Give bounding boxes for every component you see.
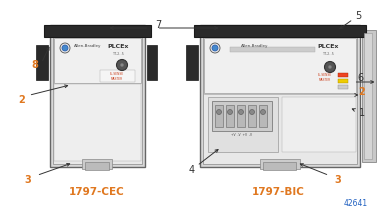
Circle shape bbox=[116, 60, 128, 70]
Bar bbox=[338, 79, 348, 83]
Bar bbox=[100, 70, 135, 82]
Bar bbox=[54, 38, 141, 83]
Circle shape bbox=[324, 61, 335, 73]
Circle shape bbox=[261, 110, 266, 115]
Text: 8: 8 bbox=[32, 60, 39, 70]
Bar bbox=[338, 73, 348, 77]
Bar bbox=[260, 159, 300, 169]
Text: Allen-Bradley: Allen-Bradley bbox=[241, 44, 269, 48]
Text: 7: 7 bbox=[155, 20, 161, 30]
Bar bbox=[44, 25, 151, 37]
Bar bbox=[203, 28, 357, 164]
Text: TT-2..5: TT-2..5 bbox=[112, 52, 124, 56]
Text: 5: 5 bbox=[355, 11, 361, 21]
Bar bbox=[82, 159, 112, 169]
Bar bbox=[186, 45, 198, 80]
Bar bbox=[54, 84, 141, 161]
Text: 1797-BIC: 1797-BIC bbox=[252, 187, 305, 197]
Bar bbox=[364, 33, 372, 159]
Bar bbox=[53, 28, 142, 164]
Circle shape bbox=[328, 65, 332, 69]
Text: TT-2..5: TT-2..5 bbox=[322, 52, 334, 56]
Bar bbox=[85, 162, 109, 170]
Bar bbox=[237, 105, 245, 127]
Text: 6: 6 bbox=[357, 73, 363, 83]
Bar bbox=[36, 45, 48, 80]
Circle shape bbox=[217, 110, 221, 115]
Bar bbox=[147, 45, 157, 80]
Bar bbox=[338, 85, 348, 89]
Bar bbox=[212, 101, 272, 131]
Text: PLCEx: PLCEx bbox=[107, 43, 129, 48]
Bar bbox=[282, 97, 356, 152]
Bar bbox=[263, 162, 296, 170]
Bar bbox=[208, 97, 278, 152]
Bar bbox=[259, 105, 267, 127]
Circle shape bbox=[120, 63, 124, 67]
Text: 1: 1 bbox=[359, 108, 365, 118]
Circle shape bbox=[62, 45, 68, 51]
Bar bbox=[50, 25, 145, 167]
Text: Allen-Bradley: Allen-Bradley bbox=[74, 44, 102, 48]
Bar bbox=[362, 30, 376, 162]
Bar bbox=[200, 25, 360, 167]
Text: PLCEx: PLCEx bbox=[317, 43, 339, 48]
Text: 3: 3 bbox=[25, 175, 32, 185]
Bar bbox=[248, 105, 256, 127]
Circle shape bbox=[210, 43, 220, 53]
Text: 42641: 42641 bbox=[344, 199, 368, 208]
Text: 4: 4 bbox=[189, 165, 195, 175]
Circle shape bbox=[228, 110, 233, 115]
Text: 1797-CEC: 1797-CEC bbox=[69, 187, 125, 197]
Circle shape bbox=[249, 110, 254, 115]
Bar bbox=[215, 105, 223, 127]
Circle shape bbox=[212, 45, 218, 51]
Text: 3: 3 bbox=[335, 175, 342, 185]
Bar bbox=[226, 105, 234, 127]
Text: 2: 2 bbox=[19, 95, 25, 105]
Text: MASTER: MASTER bbox=[111, 77, 123, 81]
Circle shape bbox=[238, 110, 244, 115]
Bar bbox=[230, 47, 315, 52]
Text: 2: 2 bbox=[359, 87, 365, 97]
Text: FL.SENSE: FL.SENSE bbox=[318, 73, 332, 77]
Bar bbox=[194, 25, 366, 37]
Circle shape bbox=[60, 43, 70, 53]
Text: FL.SENSE: FL.SENSE bbox=[110, 72, 124, 76]
Text: MASTER: MASTER bbox=[319, 78, 331, 82]
Bar bbox=[204, 38, 356, 93]
Text: +V  -V  +V  -V: +V -V +V -V bbox=[231, 133, 252, 137]
